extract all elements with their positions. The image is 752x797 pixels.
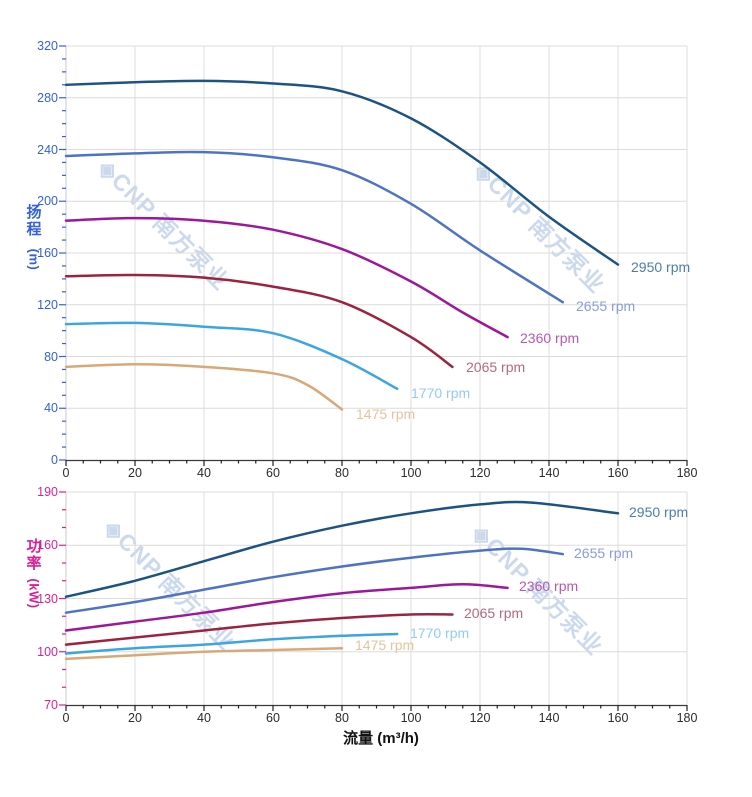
power-x-tick-label: 140: [538, 711, 560, 725]
head-y-tick-label: 40: [44, 401, 58, 416]
power-x-tick-label: 180: [676, 711, 698, 725]
head-curve-1770-rpm: [64, 321, 399, 391]
head-y-tick-label: 240: [37, 142, 58, 157]
head-axis-title: 扬程 (m): [22, 204, 46, 270]
head-y-tick-label: 160: [37, 246, 58, 260]
head-curve-2950-rpm: [64, 79, 620, 266]
power-rpm-label-1475: 1475 rpm: [355, 637, 415, 653]
head-x-tick-label: 60: [266, 466, 280, 480]
power-x-tick-label: 20: [128, 711, 142, 725]
head-y-tick-label: 80: [44, 349, 58, 364]
head-y-tick-label: 0: [51, 453, 58, 467]
flow-axis-title: 流量 (m³/h): [343, 730, 419, 747]
head-rpm-label-1770: 1770 rpm: [411, 385, 471, 401]
head-rpm-label-2950: 2950 rpm: [631, 259, 691, 275]
head-x-tick-label: 160: [607, 466, 629, 480]
head-x-tick-label: 140: [538, 466, 560, 480]
power-rpm-label-2065: 2065 rpm: [464, 605, 524, 621]
power-y-tick-label: 70: [44, 698, 58, 712]
power-curve-1475-rpm: [64, 646, 344, 661]
power-rpm-label-2950: 2950 rpm: [629, 504, 689, 520]
head-y-tick-label: 120: [37, 297, 58, 312]
head-x-tick-label: 80: [335, 466, 349, 480]
power-y-tick-label: 190: [37, 485, 58, 499]
head-rpm-label-2655: 2655 rpm: [576, 298, 636, 314]
head-rpm-label-2065: 2065 rpm: [466, 359, 526, 375]
head-curve-2360-rpm: [64, 216, 509, 339]
head-x-tick-label: 40: [197, 466, 211, 480]
power-axis-title-text: 功率: [26, 538, 42, 572]
power-y-tick-label: 160: [37, 538, 58, 553]
head-x-tick-label: 120: [469, 466, 491, 480]
head-y-tick-label: 200: [37, 194, 58, 209]
head-x-tick-label: 20: [128, 466, 142, 480]
power-x-tick-label: 80: [335, 711, 349, 725]
power-curve-2360-rpm: [64, 583, 509, 632]
power-rpm-label-2360: 2360 rpm: [519, 578, 579, 594]
head-rpm-label-2360: 2360 rpm: [520, 330, 580, 346]
power-curve-2950-rpm: [64, 500, 620, 598]
power-curve-2655-rpm: [64, 547, 565, 614]
power-axis-title: 功率 (kW): [22, 538, 46, 609]
head-chart: [59, 45, 688, 466]
power-y-tick-label: 100: [37, 644, 58, 659]
head-y-tick-label: 320: [37, 39, 58, 53]
power-rpm-label-1770: 1770 rpm: [410, 625, 470, 641]
power-x-tick-label: 160: [607, 711, 629, 725]
head-x-tick-label: 100: [400, 466, 422, 480]
head-axis-title-text: 扬程: [26, 204, 42, 238]
power-x-tick-label: 100: [400, 711, 422, 725]
power-y-tick-label: 130: [37, 591, 58, 606]
power-curve-2065-rpm: [64, 612, 454, 646]
power-x-tick-label: 0: [62, 711, 70, 725]
head-x-tick-label: 0: [62, 466, 70, 480]
head-rpm-label-1475: 1475 rpm: [356, 406, 416, 422]
head-y-tick-label: 280: [37, 90, 58, 105]
head-x-tick-label: 180: [676, 466, 698, 480]
power-rpm-label-2655: 2655 rpm: [574, 545, 634, 561]
head-curve-2655-rpm: [64, 150, 565, 304]
power-chart: [59, 491, 688, 711]
power-curve-1770-rpm: [64, 632, 399, 655]
power-x-tick-label: 60: [266, 711, 280, 725]
head-curve-1475-rpm: [64, 363, 344, 411]
head-curve-2065-rpm: [64, 273, 454, 369]
power-x-tick-label: 120: [469, 711, 491, 725]
power-x-tick-label: 40: [197, 711, 211, 725]
